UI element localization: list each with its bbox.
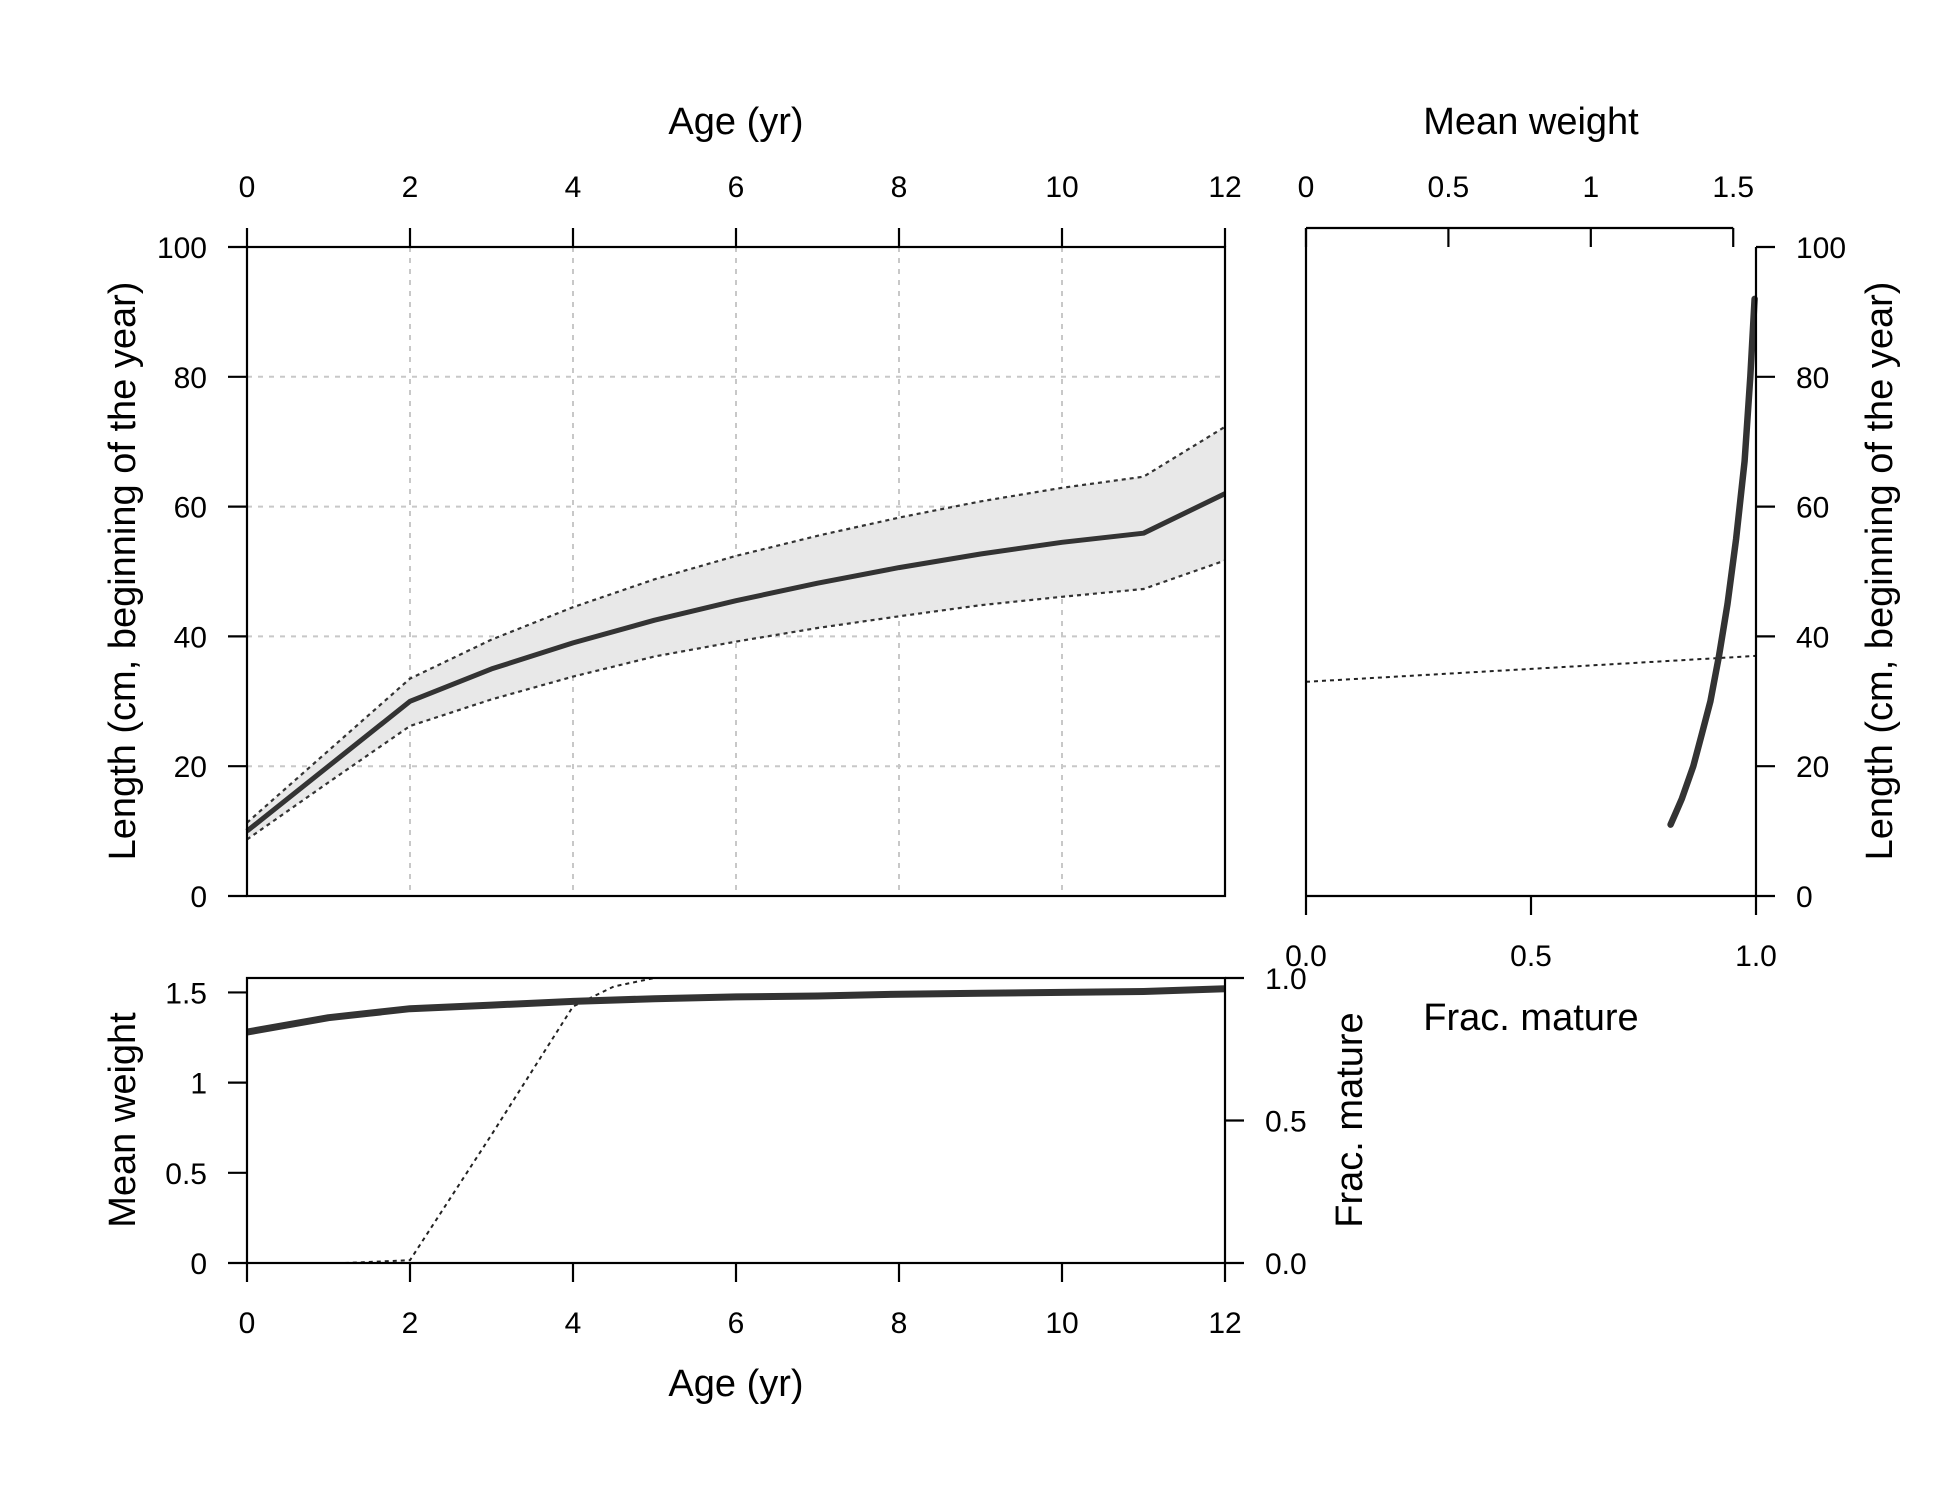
x-axis-label: Age (yr) [668, 1363, 803, 1405]
confidence-band [247, 426, 1225, 840]
y-tick-label: 1.5 [165, 977, 207, 1010]
y-tick-label: 0 [190, 881, 207, 914]
x-tick-label: 4 [565, 1307, 582, 1340]
y-axis-label-right: Length (cm, beginning of the year) [1859, 282, 1901, 861]
x-tick-label: 2 [402, 171, 419, 204]
mean-weight-line [246, 985, 1226, 1036]
y-tick-label: 80 [1796, 362, 1829, 395]
x-top-tick-label: 1.5 [1712, 171, 1754, 204]
y-tick-label: 40 [1796, 621, 1829, 654]
x-tick-label: 2 [402, 1307, 419, 1340]
x-tick-label: 6 [728, 171, 745, 204]
x-tick-label: 0 [239, 1307, 256, 1340]
mean-length-line [245, 491, 1227, 834]
x-top-tick-label: 1 [1582, 171, 1599, 204]
y-tick-label: 20 [174, 751, 207, 784]
frac-mature-line [344, 977, 777, 1264]
upper-bound-line [246, 425, 1226, 824]
y-tick-label: 80 [174, 362, 207, 395]
panel-weight-maturity-at-length: 0 0.5 1 1.5 0.0 0.5 1.0 0 20 40 60 80 100 Mean wei… [1285, 101, 1901, 1039]
y-tick-label: 40 [174, 621, 207, 654]
y2-axis-label: Frac. mature [1329, 1012, 1371, 1227]
mean-weight-line [1667, 295, 1758, 828]
panel-length-at-age: 0 2 4 6 8 10 12 0 20 40 60 80 100 Age (yr) Length (… [102, 101, 1242, 914]
x-axis-bottom: 0 2 4 6 8 10 12 [239, 1263, 1242, 1340]
x-axis-bottom: 0.0 0.5 1.0 [1285, 896, 1777, 973]
x-tick-label: 10 [1045, 1307, 1078, 1340]
x-tick-label: 0 [239, 171, 256, 204]
x-bottom-tick-label: 0.0 [1285, 940, 1327, 973]
x-bottom-tick-label: 0.5 [1510, 940, 1552, 973]
y2-tick-label: 0.0 [1265, 1248, 1307, 1281]
x-top-axis-label: Mean weight [1423, 101, 1639, 143]
y-tick-label: 60 [174, 492, 207, 525]
x-tick-label: 4 [565, 171, 582, 204]
y-tick-label: 0.5 [165, 1158, 207, 1191]
y-axis-right: 0 20 40 60 80 100 [1756, 232, 1846, 914]
frac-mature-line [1305, 654, 1757, 683]
x-tick-label: 6 [728, 1307, 745, 1340]
y2-tick-label: 0.5 [1265, 1106, 1307, 1139]
x-tick-label: 10 [1045, 171, 1078, 204]
x-bottom-axis-label: Frac. mature [1423, 997, 1638, 1039]
y-tick-label: 1 [190, 1068, 207, 1101]
x-axis-label: Age (yr) [668, 101, 803, 143]
x-bottom-tick-label: 1.0 [1735, 940, 1777, 973]
x-tick-label: 12 [1208, 171, 1241, 204]
y2-tick-label: 1.0 [1265, 963, 1307, 996]
panel-weight-maturity-at-age: 0 2 4 6 8 10 12 0 0.5 1 1.5 0.0 0.5 1.0 Age (yr) Me… [102, 963, 1371, 1405]
x-axis-top: 0 0.5 1 1.5 [1298, 171, 1754, 247]
y-tick-label: 100 [157, 232, 207, 265]
x-axis-top: 0 2 4 6 8 10 12 [239, 171, 1242, 247]
y-axis-left: 0 0.5 1 1.5 [165, 977, 247, 1281]
x-tick-label: 8 [891, 1307, 908, 1340]
y-tick-label: 100 [1796, 232, 1846, 265]
y-axis-left: 0 20 40 60 80 100 [157, 232, 247, 914]
x-tick-label: 8 [891, 171, 908, 204]
y-tick-label: 0 [190, 1248, 207, 1281]
y-axis-label: Length (cm, beginning of the year) [102, 282, 144, 861]
y-tick-label: 20 [1796, 751, 1829, 784]
y-axis-right: 0.0 0.5 1.0 [1225, 963, 1307, 1281]
plot-frame [245, 976, 1227, 1265]
y-axis-label: Mean weight [102, 1012, 144, 1228]
x-tick-label: 12 [1208, 1307, 1241, 1340]
x-top-tick-label: 0 [1298, 171, 1315, 204]
lower-bound-line [246, 559, 1226, 841]
y-tick-label: 0 [1796, 881, 1813, 914]
y-tick-label: 60 [1796, 492, 1829, 525]
x-top-tick-label: 0.5 [1428, 171, 1470, 204]
